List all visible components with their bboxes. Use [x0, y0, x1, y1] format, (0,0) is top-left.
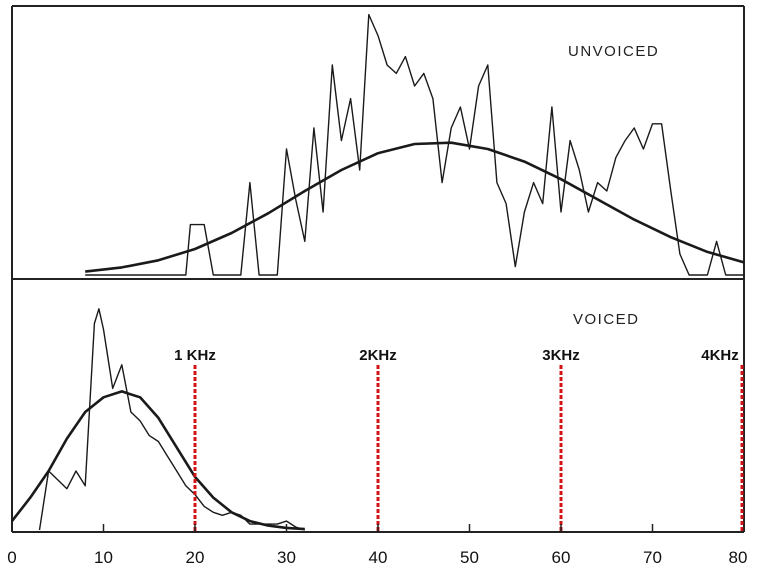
x-tick-label-30: 30 — [277, 548, 296, 567]
unvoiced-fit-curve — [85, 141, 745, 273]
top-panel-title: UNVOICED — [568, 43, 659, 60]
x-tick-label-60: 60 — [552, 548, 571, 567]
unvoiced-raw-curve — [85, 13, 744, 276]
frequency-marker-label-3: 3KHz — [542, 347, 580, 364]
x-tick-label-0: 0 — [7, 548, 16, 567]
frequency-marker-label-1: 1 KHz — [174, 347, 216, 364]
x-tick-label-50: 50 — [460, 548, 479, 567]
frequency-markers: 1 KHz 2KHz 3KHz 4KHz — [174, 347, 744, 532]
x-tick-label-20: 20 — [186, 548, 205, 567]
frequency-marker-label-4: 4KHz — [701, 347, 739, 364]
x-tick-label-40: 40 — [369, 548, 388, 567]
frequency-marker-label-2: 2KHz — [359, 347, 397, 364]
x-tick-label-70: 70 — [643, 548, 662, 567]
x-tick-label-10: 10 — [94, 548, 113, 567]
bottom-panel-title: VOICED — [573, 311, 640, 328]
x-axis-ticks: 0 10 20 30 40 50 60 70 80 — [7, 524, 747, 567]
top-panel-unvoiced: UNVOICED — [85, 13, 745, 276]
voiced-fit-curve — [10, 390, 305, 531]
bottom-panel-voiced: VOICED — [10, 308, 640, 531]
chart-frame — [11, 5, 745, 533]
x-tick-label-80: 80 — [729, 548, 748, 567]
